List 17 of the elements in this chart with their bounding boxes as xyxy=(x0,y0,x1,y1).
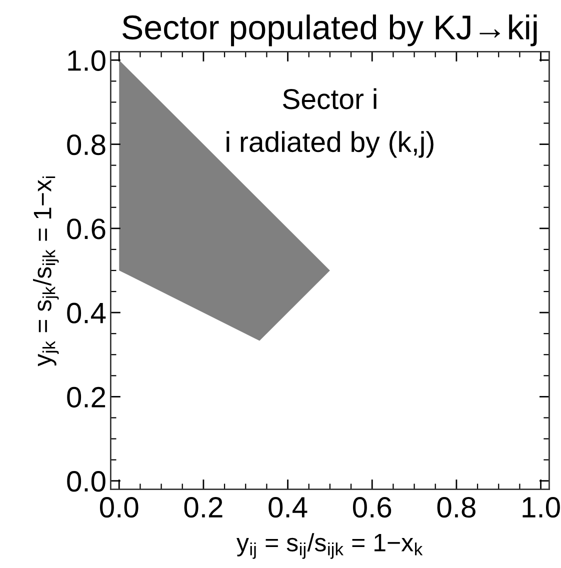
y-tick-label: 0.0 xyxy=(67,471,106,492)
x-tick-label: 0.4 xyxy=(268,496,308,518)
y-axis-title: y$_{jk}$ = s$_{jk}$/s$_{ijk}$ = 1−x$_{i}$ xyxy=(33,176,59,366)
x-tick-label: 0.0 xyxy=(100,496,138,518)
y-tick-label: 0.6 xyxy=(67,218,106,240)
x-tick-label: 0.8 xyxy=(437,496,476,518)
x-tick-label: 1.0 xyxy=(522,496,560,518)
y-tick-label: 0.4 xyxy=(67,302,106,324)
y-tick-label: 1.0 xyxy=(68,50,106,71)
y-tick-label: 0.8 xyxy=(67,134,106,156)
x-tick-label: 0.2 xyxy=(184,496,222,518)
x-tick-label: 0.6 xyxy=(352,496,392,518)
annotation: Sector i xyxy=(282,88,376,110)
y-tick-label: 0.2 xyxy=(67,386,106,408)
x-axis-title: y$_{ij}$ = s$_{ij}$/s$_{ijk}$ = 1−x$_{k}$ xyxy=(236,533,423,559)
chart-title: Sector populated by KJ→kij xyxy=(122,14,537,46)
annotation: i radiated by (k,j) xyxy=(226,131,434,158)
